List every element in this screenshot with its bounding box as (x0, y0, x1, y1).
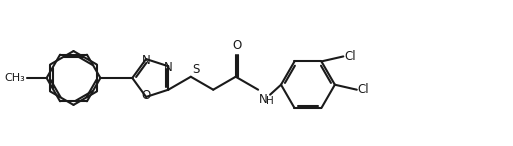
Text: Cl: Cl (358, 83, 369, 96)
Text: N: N (142, 54, 150, 67)
Text: S: S (192, 63, 199, 76)
Text: Cl: Cl (344, 50, 356, 63)
Text: CH₃: CH₃ (4, 73, 25, 83)
Text: N: N (259, 93, 268, 106)
Text: O: O (232, 39, 241, 52)
Text: O: O (142, 89, 151, 102)
Text: N: N (164, 61, 173, 74)
Text: H: H (266, 96, 273, 106)
